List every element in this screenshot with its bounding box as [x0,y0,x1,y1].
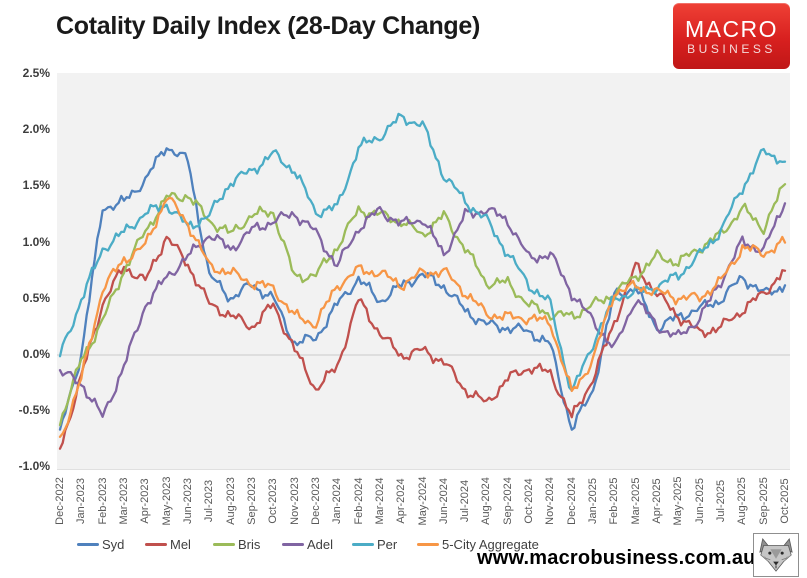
y-axis-label: -0.5% [18,403,50,418]
x-axis-label: Dec-2022 [54,477,66,525]
x-axis-label: Nov-2023 [288,477,301,525]
x-axis-label: Apr-2023 [139,478,152,524]
x-axis-label: Sep-2024 [501,477,514,525]
page-title: Cotality Daily Index (28-Day Change) [56,12,481,40]
x-axis-label: Jul-2025 [715,479,728,523]
series-line-bris [58,183,787,427]
x-axis-label: May-2024 [416,476,429,526]
x-axis-label: Dec-2023 [309,477,322,525]
x-axis-label: Feb-2025 [608,477,621,525]
x-axis-label: Jan-2025 [587,478,600,524]
x-axis-label: Sep-2025 [757,477,770,525]
x-axis-label: Oct-2024 [523,478,536,524]
legend-swatch [282,542,304,546]
footer-url: www.macrobusiness.com.au [477,547,756,569]
legend-label: Syd [102,536,125,552]
x-axis-label: Mar-2023 [117,477,130,525]
legend-item-bris: Bris [213,536,260,552]
x-axis-label: Oct-2023 [267,478,280,524]
y-axis-label: 0.5% [22,290,50,305]
x-axis-label: Dec-2024 [565,477,578,525]
legend-swatch [213,542,235,546]
series-line-per [58,112,787,392]
wolf-drawing [759,537,793,572]
x-axis-label: Feb-2023 [96,477,109,525]
x-axis-label: Jul-2024 [459,479,472,523]
legend-item-mel: Mel [145,536,191,552]
x-axis-label: Nov-2024 [544,477,557,525]
legend-item-syd: Syd [77,536,124,552]
logo-text-business: BUSINESS [687,41,776,56]
x-axis-label: Jun-2023 [181,478,194,524]
legend-swatch [77,542,99,546]
series-line-mel [58,235,787,450]
plot-area [57,73,790,470]
legend-label: 5-City Aggregate [442,536,539,552]
series-line-5-city-aggregate [58,196,787,438]
legend-swatch [417,542,439,546]
y-axis-label: 2.5% [22,66,50,80]
x-axis-label: May-2023 [160,476,173,526]
x-axis-label: Jun-2025 [693,478,706,524]
legend-item-adel: Adel [282,536,333,552]
y-axis-label: 1.5% [22,178,50,193]
x-axis-label: Apr-2025 [651,478,664,524]
legend-swatch [145,542,167,546]
y-axis-label: 2.0% [22,122,50,137]
x-axis-label: May-2025 [672,476,685,526]
series-line-syd [58,147,787,431]
series-line-adel [58,202,787,418]
x-axis-label: Mar-2024 [373,477,386,525]
legend-item-per: Per [352,536,397,552]
legend-label: Per [377,536,398,552]
x-axis-label: Jan-2024 [331,478,344,524]
y-axis-label: 1.0% [22,234,50,249]
x-axis-label: Aug-2023 [224,477,237,525]
x-axis-label: Jul-2023 [203,479,216,523]
x-axis-label: Aug-2024 [480,477,493,525]
x-axis-label: Aug-2025 [736,477,749,525]
legend-item-5-city-aggregate: 5-City Aggregate [417,536,539,552]
x-axis-label: Jan-2023 [75,478,88,524]
x-axis-label: Feb-2024 [352,477,365,525]
legend-label: Bris [238,536,261,552]
legend-label: Mel [170,536,191,552]
x-axis-label: Mar-2025 [629,477,642,525]
line-chart [57,112,790,450]
legend-label: Adel [307,536,334,552]
x-axis-label: Sep-2023 [245,477,258,525]
x-axis-label: Apr-2024 [395,478,408,524]
wolf-logo-icon [753,533,799,577]
logo-text-macro: MACRO [684,15,779,42]
y-axis-label: 0.0% [22,347,50,361]
legend-swatch [352,542,374,546]
macrobusiness-logo: MACRO BUSINESS [673,3,790,69]
x-axis-label: Jun-2024 [437,478,450,524]
y-axis-label: -1.0% [18,459,50,474]
x-axis-label: Oct-2025 [779,478,791,524]
